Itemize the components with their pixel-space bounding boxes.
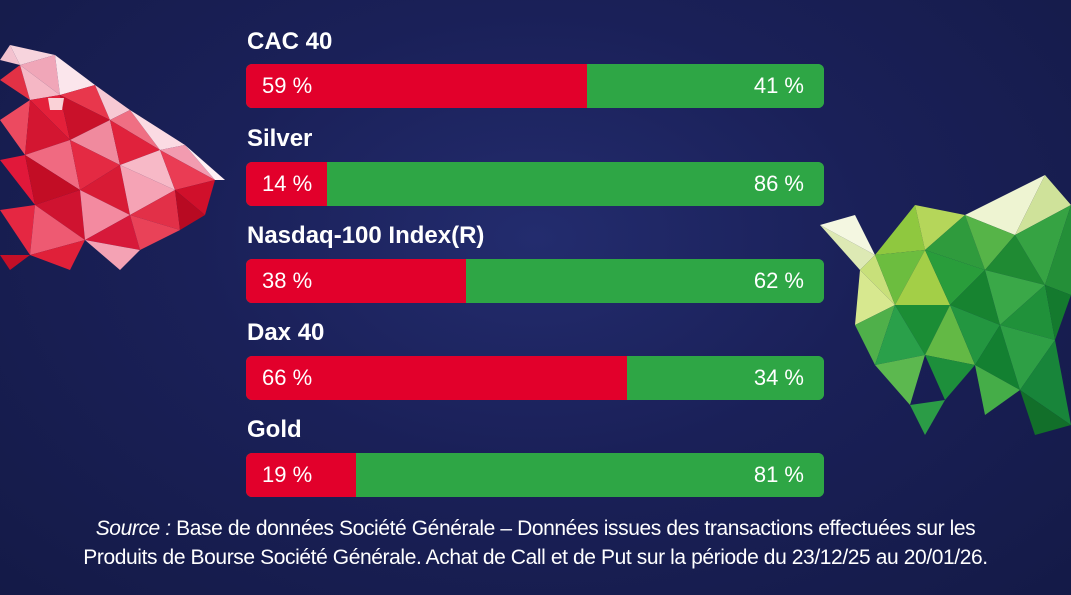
source-line-2: Produits de Bourse Société Générale. Ach… (83, 546, 988, 569)
value-label-call: 86 % (753, 171, 804, 196)
bar-segment-call (587, 64, 824, 108)
value-label-call: 62 % (753, 268, 804, 293)
source-line-1: Base de données Société Générale – Donné… (170, 517, 976, 540)
bar-cac40: 59 % 41 % (246, 64, 824, 108)
source-prefix: Source : (95, 517, 171, 540)
bar-dax40: 66 % 34 % (246, 356, 824, 400)
source-note: Source : Base de données Société Général… (0, 514, 1071, 572)
row-label-silver: Silver (247, 125, 313, 152)
bar-segment-put (246, 259, 466, 303)
bar-segment-call (327, 162, 824, 206)
value-label-call: 41 % (753, 73, 804, 98)
value-label-put: 19 % (262, 462, 313, 487)
stacked-bar-chart: CAC 40 59 % 41 % Silver 14 % 86 % Nasdaq… (246, 28, 824, 497)
value-label-put: 14 % (262, 171, 313, 196)
value-label-put: 59 % (262, 73, 313, 98)
bar-segment-put (246, 162, 327, 206)
value-label-call: 81 % (753, 462, 804, 487)
bull-icon (820, 175, 1071, 435)
bar-segment-call (466, 259, 824, 303)
bar-silver: 14 % 86 % (246, 162, 824, 206)
value-label-call: 34 % (753, 365, 804, 390)
row-label-dax40: Dax 40 (247, 319, 325, 346)
value-label-put: 38 % (262, 268, 313, 293)
bar-segment-put (246, 453, 356, 497)
row-label-gold: Gold (247, 416, 302, 443)
bar-segment-call (356, 453, 824, 497)
bar-nasdaq: 38 % 62 % (246, 259, 824, 303)
bar-segment-call (627, 356, 824, 400)
value-label-put: 66 % (262, 365, 313, 390)
bar-segment-put (246, 64, 587, 108)
bear-icon (0, 45, 225, 270)
bar-segment-put (246, 356, 627, 400)
row-label-cac40: CAC 40 (247, 28, 333, 55)
row-label-nasdaq: Nasdaq-100 Index(R) (247, 222, 485, 249)
bar-gold: 19 % 81 % (246, 453, 824, 497)
